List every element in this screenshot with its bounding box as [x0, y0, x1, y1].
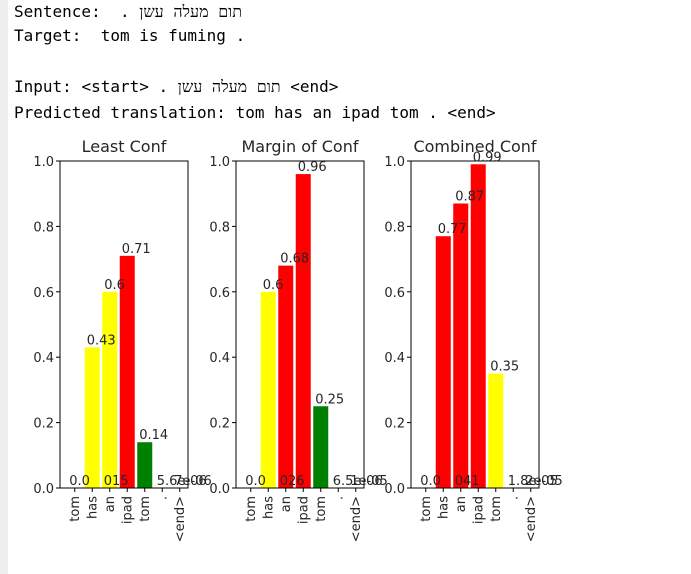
x-tick-label: has [85, 496, 100, 519]
sentence-line: Sentence: תום מעלה עשן . [14, 0, 242, 24]
x-tick-label: ipad [296, 496, 311, 524]
y-tick-label: 0.2 [209, 417, 230, 432]
chart-title: Margin of Conf [242, 137, 359, 156]
console-output: Sentence: תום מעלה עשן . Target: tom is … [14, 0, 496, 122]
y-tick-label: 0.2 [33, 417, 54, 432]
data-label: 0.0 [420, 474, 441, 489]
data-label: 1.8e-05 [508, 474, 558, 489]
x-tick-label: <end> [173, 496, 188, 542]
x-tick-label: tom [314, 496, 329, 522]
chart-bar [119, 255, 135, 488]
y-tick-label: 1.0 [33, 155, 54, 170]
y-tick-label: 0.8 [33, 220, 54, 235]
data-label: 0.6 [263, 278, 284, 293]
x-tick-label: has [261, 496, 276, 519]
data-label: 0.35 [490, 360, 519, 375]
data-label: 0.14 [139, 428, 168, 443]
chart-bar [102, 291, 118, 488]
data-label: 0.99 [473, 150, 502, 165]
data-label: 0.43 [87, 333, 116, 348]
chart-bar [313, 406, 329, 488]
x-tick-label: has [436, 496, 451, 519]
chart-axes-frame [235, 160, 365, 489]
y-tick-label: 0.4 [33, 351, 54, 366]
data-label: 0.0 [245, 474, 266, 489]
y-tick-label: 0.8 [384, 220, 405, 235]
y-tick-label: 0.0 [209, 482, 230, 497]
x-tick-label: tom [68, 496, 83, 522]
chart-bar [295, 174, 311, 488]
data-label: 0.6 [104, 278, 125, 293]
y-tick-label: 0.8 [209, 220, 230, 235]
chart-axes-frame [410, 160, 540, 489]
y-tick-label: 1.0 [384, 155, 405, 170]
y-tick-label: 0.4 [209, 351, 230, 366]
y-tick-label: 0.2 [384, 417, 405, 432]
chart-bar [278, 265, 294, 488]
y-tick-label: 1.0 [209, 155, 230, 170]
data-label: 0.71 [122, 242, 151, 257]
y-tick-label: 0.6 [209, 286, 230, 301]
chart-bar [84, 347, 100, 488]
data-label-overlap: 015 [104, 474, 129, 489]
target-label: Target: [14, 26, 82, 45]
data-label: 1e-05 [350, 474, 388, 489]
input-label: Input: [14, 77, 72, 96]
input-end-token: <end> [290, 77, 339, 96]
sentence-text: תום מעלה עשן . [119, 2, 243, 21]
x-tick-label: tom [419, 496, 434, 522]
x-tick-label: an [454, 496, 469, 512]
data-label: 0.87 [455, 190, 484, 205]
x-tick-label: tom [138, 496, 153, 522]
y-tick-label: 0.4 [384, 351, 405, 366]
target-text: tom is fuming . [100, 26, 246, 45]
y-tick-label: 0.0 [33, 482, 54, 497]
x-tick-label: an [279, 496, 294, 512]
output-gutter [0, 0, 8, 574]
data-label: 0.0 [69, 474, 90, 489]
x-tick-label: <end> [349, 496, 364, 542]
chart-axes-frame [59, 160, 189, 489]
input-text: תום מעלה עשן . [158, 77, 281, 96]
data-label: 6.5e-06 [333, 474, 383, 489]
data-label: 0.68 [280, 252, 309, 267]
prediction-label: Predicted translation: [14, 103, 226, 122]
data-label: 0.25 [315, 392, 344, 407]
x-tick-label: . [331, 496, 346, 500]
x-tick-label: an [103, 496, 118, 512]
data-label: 5.6e-06 [157, 474, 207, 489]
x-tick-label: tom [244, 496, 259, 522]
chart-title: Least Conf [82, 137, 167, 156]
sentence-label: Sentence: [14, 2, 101, 21]
y-tick-label: 0.0 [384, 482, 405, 497]
x-tick-label: . [506, 496, 521, 500]
data-label-overlap: 041 [455, 474, 480, 489]
prediction-text: tom has an ipad tom . <end> [235, 103, 496, 122]
chart-bar [453, 203, 469, 488]
data-label: 7e-06 [174, 474, 212, 489]
x-tick-label: ipad [120, 496, 135, 524]
prediction-line: Predicted translation: tom has an ipad t… [14, 101, 496, 125]
data-label: 0.77 [438, 222, 467, 237]
chart-bar [137, 442, 153, 488]
data-label: 0.96 [298, 160, 327, 175]
x-tick-label: . [155, 496, 170, 500]
input-line: Input: <start> תום מעלה עשן . <end> [14, 75, 338, 99]
chart-bar [435, 236, 451, 488]
data-label: 2e-05 [525, 474, 563, 489]
data-label-overlap: 026 [280, 474, 305, 489]
chart-bar [488, 373, 504, 488]
chart-bar [470, 164, 486, 488]
x-tick-label: tom [489, 496, 504, 522]
y-tick-label: 0.6 [384, 286, 405, 301]
chart-title: Combined Conf [413, 137, 536, 156]
input-start-token: <start> [81, 77, 149, 96]
x-tick-label: ipad [471, 496, 486, 524]
target-line: Target: tom is fuming . [14, 24, 245, 48]
chart-bar [260, 291, 276, 488]
y-tick-label: 0.6 [33, 286, 54, 301]
x-tick-label: <end> [524, 496, 539, 542]
